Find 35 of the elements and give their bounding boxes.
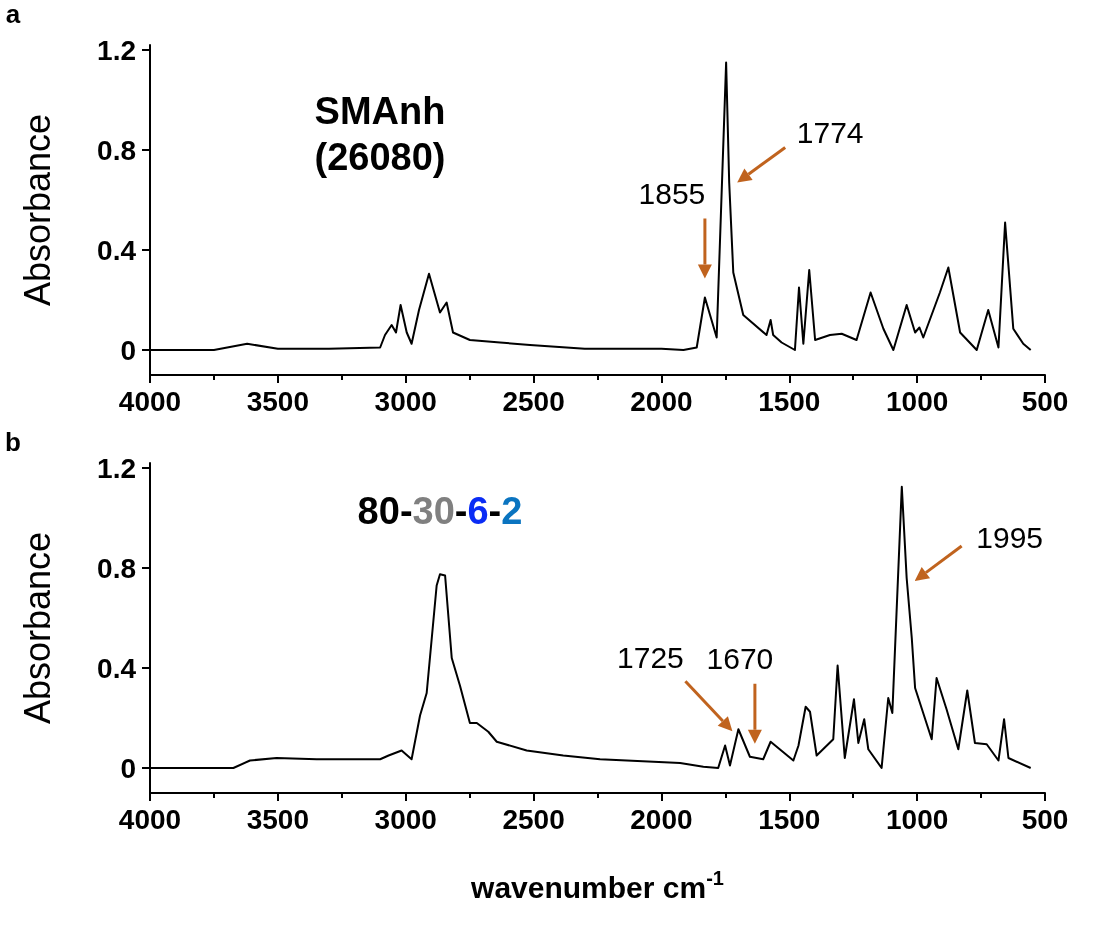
annotation: 1670: [706, 640, 774, 677]
y-tick-label: 1.2: [97, 34, 136, 66]
text: a: [5, 0, 21, 31]
y-axis-title: Absorbance: [16, 531, 58, 725]
x-tick-label: 1000: [885, 803, 949, 835]
x-tick-label: 4000: [118, 385, 182, 417]
x-tick-label: 3000: [374, 385, 437, 417]
y-tick-label: 0.4: [97, 234, 137, 266]
annotation: 1774: [796, 114, 864, 151]
x-tick-label: 2000: [630, 803, 693, 835]
y-axis-title: Absorbance: [16, 113, 58, 307]
x-tick-label: 2500: [502, 385, 565, 417]
x-tick-label: 1000: [885, 385, 949, 417]
y-tick-label: 0: [120, 334, 136, 366]
y-tick-label: 0.8: [97, 134, 136, 166]
x-tick-label: 4000: [118, 803, 182, 835]
x-tick-label: 2000: [630, 385, 693, 417]
annotation: 1855: [638, 175, 706, 212]
x-tick-label: 1500: [758, 385, 821, 417]
x-tick-label: 2500: [502, 803, 565, 835]
text: b: [5, 427, 21, 459]
x-tick-label: 3500: [246, 385, 310, 417]
x-tick-label: 3500: [246, 803, 310, 835]
annotation: 80-30-6-2: [357, 490, 523, 533]
x-tick-label: 3000: [374, 803, 437, 835]
x-tick-label: 500: [1021, 385, 1069, 417]
x-tick-label: 500: [1021, 803, 1069, 835]
annotation: 1995: [976, 520, 1044, 556]
annotation: 1725: [617, 640, 684, 677]
y-tick-label: 0.4: [97, 652, 137, 684]
y-tick-label: 0.8: [97, 552, 136, 584]
y-tick-label: 1.2: [97, 452, 136, 484]
y-tick-label: 0: [120, 752, 136, 784]
annotation: SMAnh (26080): [314, 89, 446, 180]
x-tick-label: 1500: [758, 803, 821, 835]
